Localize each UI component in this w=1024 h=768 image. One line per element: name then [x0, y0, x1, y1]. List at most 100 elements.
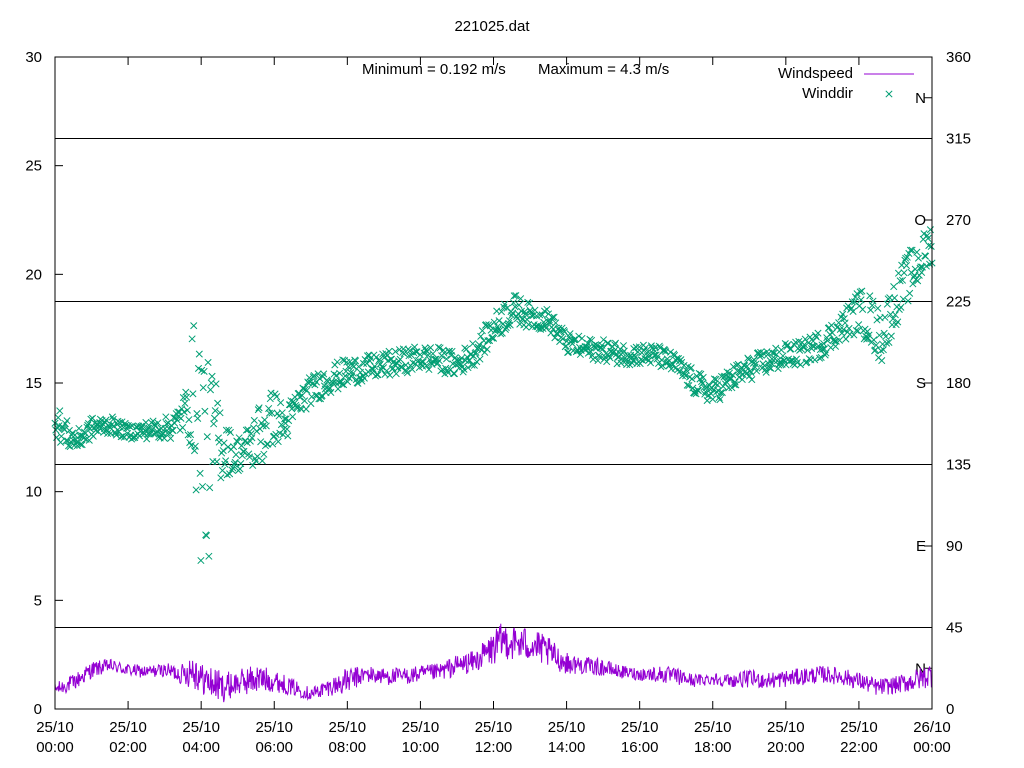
- winddir-point: [210, 420, 218, 428]
- winddir-point: [371, 362, 379, 370]
- winddir-point: [521, 308, 529, 316]
- winddir-point: [254, 406, 262, 414]
- winddir-point: [320, 370, 328, 378]
- winddir-point: [658, 356, 666, 364]
- y-left-tick-label: 20: [25, 266, 42, 283]
- winddir-point: [301, 385, 309, 394]
- winddir-point: [811, 356, 819, 364]
- winddir-point: [717, 389, 725, 397]
- winddir-point: [329, 379, 337, 387]
- winddir-point: [208, 372, 216, 380]
- winddir-point: [768, 349, 777, 357]
- winddir-point: [772, 344, 780, 352]
- winddir-point: [450, 370, 458, 378]
- winddir-point: [373, 371, 381, 379]
- winddir-point: [512, 292, 520, 300]
- winddir-point: [293, 404, 301, 412]
- winddir-point: [824, 337, 832, 345]
- winddir-point: [76, 440, 85, 449]
- winddir-point: [228, 466, 236, 474]
- winddir-point: [274, 438, 282, 446]
- winddir-point: [109, 415, 117, 423]
- winddir-point: [189, 390, 197, 398]
- winddir-point: [857, 296, 865, 304]
- winddir-point: [867, 306, 875, 314]
- winddir-point: [869, 297, 877, 305]
- winddir-point: [879, 346, 887, 354]
- x-tick-label-time: 20:00: [767, 739, 805, 756]
- winddir-point: [214, 399, 222, 407]
- winddir-point: [548, 313, 557, 321]
- winddir-point: [632, 343, 640, 351]
- winddir-point: [191, 442, 199, 450]
- winddir-point: [863, 327, 871, 335]
- winddir-point: [712, 375, 720, 383]
- winddir-point: [812, 333, 820, 341]
- x-tick-label-date: 25/10: [402, 719, 440, 736]
- winddir-point: [257, 438, 265, 446]
- winddir-point: [475, 341, 483, 349]
- winddir-point: [793, 359, 801, 367]
- winddir-point: [230, 460, 238, 468]
- winddir-point: [253, 427, 261, 435]
- winddir-point: [434, 343, 443, 351]
- winddir-point: [435, 357, 443, 365]
- winddir-point: [764, 351, 772, 359]
- winddir-point: [386, 371, 394, 379]
- winddir-point: [188, 335, 196, 343]
- winddir-point: [904, 297, 912, 305]
- winddir-point: [76, 432, 84, 440]
- winddir-point: [685, 382, 693, 390]
- winddir-point: [190, 322, 198, 330]
- winddir-point: [506, 321, 514, 329]
- winddir-point: [559, 335, 567, 343]
- x-tick-label-date: 25/10: [694, 719, 732, 736]
- winddir-point: [922, 252, 930, 260]
- winddir-point: [550, 313, 558, 321]
- winddir-point: [300, 397, 309, 405]
- winddir-point: [177, 414, 185, 422]
- winddir-point: [566, 330, 574, 338]
- winddir-point: [732, 381, 740, 389]
- winddir-point: [909, 280, 917, 288]
- x-tick-label-date: 25/10: [621, 719, 659, 736]
- winddir-point: [725, 384, 733, 392]
- winddir-point: [211, 407, 219, 415]
- winddir-point: [195, 350, 203, 358]
- winddir-point: [412, 348, 420, 356]
- winddir-point: [536, 311, 544, 319]
- x-tick-label-date: 25/10: [475, 719, 513, 736]
- winddir-point: [924, 234, 932, 242]
- winddir-point: [692, 390, 700, 398]
- winddir-point: [898, 276, 907, 284]
- x-axis: 25/10 00:00 25/10 02:00 25/10 04:00 25/10 06:00…: [36, 57, 951, 756]
- winddir-point: [564, 348, 572, 356]
- winddir-point: [926, 226, 934, 234]
- winddir-point: [226, 428, 234, 436]
- winddir-point: [511, 303, 519, 311]
- winddir-point: [169, 426, 177, 435]
- winddir-point: [425, 365, 433, 374]
- winddir-point: [224, 443, 232, 451]
- windspeed-series-line: [54, 623, 933, 703]
- winddir-point: [272, 430, 280, 438]
- x-tick-label-date: 26/10: [913, 719, 951, 736]
- winddir-point: [730, 381, 738, 389]
- x-tick-label-time: 04:00: [182, 739, 220, 756]
- winddir-point: [258, 457, 266, 465]
- legend-winddir-marker: [885, 90, 893, 98]
- winddir-point: [540, 318, 548, 326]
- winddir-point: [359, 359, 368, 367]
- winddir-point: [392, 370, 400, 378]
- winddir-point: [914, 254, 922, 262]
- winddir-point: [232, 451, 240, 459]
- minimum-annotation: Minimum = 0.192 m/s: [362, 61, 506, 78]
- winddir-point: [866, 292, 874, 300]
- winddir-point: [745, 355, 753, 364]
- winddir-point: [875, 331, 883, 339]
- winddir-point: [380, 354, 388, 362]
- winddir-point: [178, 405, 186, 413]
- winddir-point: [585, 343, 593, 351]
- winddir-point: [920, 230, 928, 238]
- winddir-point: [396, 355, 404, 363]
